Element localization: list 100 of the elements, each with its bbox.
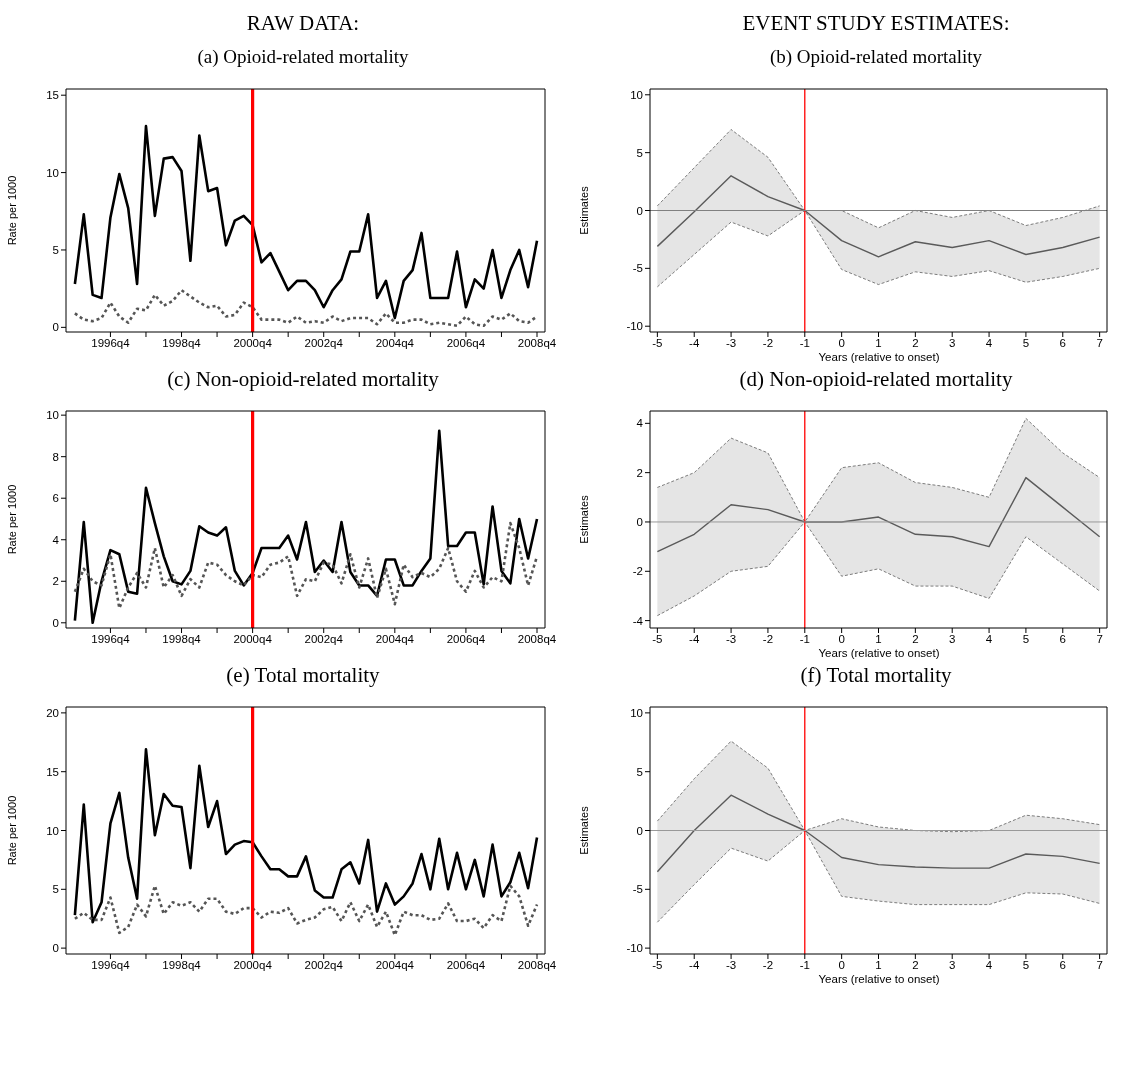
x-tick-label: -5 (652, 633, 663, 646)
x-tick-label: -4 (689, 959, 700, 972)
line-series (656, 521, 1101, 617)
x-tick-label: -4 (689, 337, 700, 350)
x-tick-label: -3 (725, 337, 737, 350)
x-tick-label: -5 (652, 337, 663, 350)
y-tick-label: 15 (46, 765, 59, 778)
y-tick-label: -5 (632, 262, 643, 275)
y-tick-label: -4 (632, 614, 644, 627)
y-tick-label: 4 (52, 533, 60, 546)
x-tick-label: 2004q4 (375, 633, 415, 646)
y-tick-label: -2 (632, 565, 643, 578)
y-axis-title: Estimates (577, 494, 590, 544)
x-tick-label: -2 (762, 337, 774, 350)
x-axis-title: Years (relative to onset) (817, 646, 941, 660)
y-axis-title: Estimates (577, 185, 590, 235)
x-tick-label: 4 (985, 633, 993, 646)
x-tick-label: 6 (1059, 959, 1066, 972)
x-tick-label: 2000q4 (233, 337, 273, 350)
x-tick-label: 2008q4 (517, 633, 557, 646)
x-tick-label: 1996q4 (91, 633, 131, 646)
x-axis-title: Years (relative to onset) (817, 350, 941, 364)
x-tick-label: 1 (875, 633, 882, 646)
chart-title: (e) Total mortality (225, 662, 381, 689)
line-series (73, 748, 539, 924)
x-tick-label: 1996q4 (91, 959, 131, 972)
x-tick-label: 2004q4 (375, 337, 415, 350)
x-tick-label: 2006q4 (446, 337, 486, 350)
y-tick-label: 0 (636, 824, 643, 837)
line-series (656, 175, 1101, 258)
y-axis-title: Rate per 1000 (5, 175, 18, 246)
x-axis-title: Years (relative to onset) (817, 972, 941, 986)
x-tick-label: 2 (912, 337, 919, 350)
chart-title: (f) Total mortality (799, 662, 953, 689)
y-tick-label: 2 (636, 466, 643, 479)
line-series (73, 521, 539, 610)
chart-subtitle: (a) Opioid-related mortality (196, 45, 410, 69)
x-tick-label: 5 (1022, 633, 1030, 646)
x-tick-label: 3 (949, 959, 956, 972)
x-tick-label: 7 (1096, 337, 1103, 350)
y-tick-label: 10 (46, 824, 59, 837)
line-series (656, 794, 1101, 873)
x-tick-label: -1 (799, 633, 810, 646)
y-tick-label: 0 (52, 616, 59, 629)
y-tick-label: 20 (46, 706, 59, 719)
line-series (73, 124, 539, 320)
line-series (656, 830, 1101, 923)
x-tick-label: 1998q4 (162, 633, 202, 646)
y-tick-label: 8 (52, 450, 59, 463)
line-series (656, 740, 1101, 833)
y-tick-label: 0 (52, 321, 59, 334)
y-tick-label: -10 (626, 942, 643, 955)
line-series (656, 476, 1101, 553)
y-tick-label: 5 (636, 146, 643, 159)
x-tick-label: 7 (1096, 633, 1103, 646)
x-tick-label: 3 (949, 633, 956, 646)
x-tick-label: -3 (725, 959, 737, 972)
x-tick-label: 2000q4 (233, 959, 273, 972)
x-tick-label: 1 (875, 959, 882, 972)
x-tick-label: 0 (838, 633, 845, 646)
chart-title: RAW DATA: (245, 10, 361, 37)
x-tick-label: 4 (985, 337, 993, 350)
y-tick-label: 10 (630, 706, 643, 719)
chart-title: EVENT STUDY ESTIMATES: (741, 10, 1011, 37)
x-tick-label: 0 (838, 337, 845, 350)
chart-title: (d) Non-opioid-related mortality (738, 366, 1014, 393)
y-tick-label: 5 (636, 765, 643, 778)
x-tick-label: 0 (838, 959, 845, 972)
y-tick-label: 5 (52, 244, 59, 257)
y-tick-label: 5 (52, 883, 59, 896)
x-tick-label: 2008q4 (517, 337, 557, 350)
x-tick-label: 2006q4 (446, 633, 486, 646)
y-tick-label: 0 (636, 516, 643, 529)
y-axis-title: Estimates (577, 805, 590, 855)
x-tick-label: 6 (1059, 337, 1066, 350)
x-tick-label: -2 (762, 959, 774, 972)
x-tick-label: 5 (1022, 337, 1030, 350)
y-tick-label: -10 (626, 320, 643, 333)
x-tick-label: 4 (985, 959, 993, 972)
x-tick-label: 2008q4 (517, 959, 557, 972)
x-tick-label: 2002q4 (304, 633, 344, 646)
line-series (73, 884, 539, 937)
x-tick-label: 2006q4 (446, 959, 486, 972)
x-tick-label: -5 (652, 959, 663, 972)
x-tick-label: 2002q4 (304, 337, 344, 350)
y-axis-title: Rate per 1000 (5, 795, 18, 866)
line-series (73, 429, 539, 625)
line-series (656, 417, 1101, 523)
y-tick-label: 0 (52, 942, 59, 955)
x-tick-label: -2 (762, 633, 774, 646)
y-tick-label: 10 (46, 409, 59, 422)
y-axis-title: Rate per 1000 (5, 484, 18, 555)
y-tick-label: 15 (46, 89, 59, 102)
x-tick-label: -1 (799, 959, 810, 972)
y-tick-label: 10 (46, 166, 59, 179)
x-tick-label: 7 (1096, 959, 1103, 972)
x-tick-label: 2 (912, 633, 919, 646)
x-tick-label: 2004q4 (375, 959, 415, 972)
x-tick-label: 3 (949, 337, 956, 350)
x-tick-label: 1 (875, 337, 882, 350)
